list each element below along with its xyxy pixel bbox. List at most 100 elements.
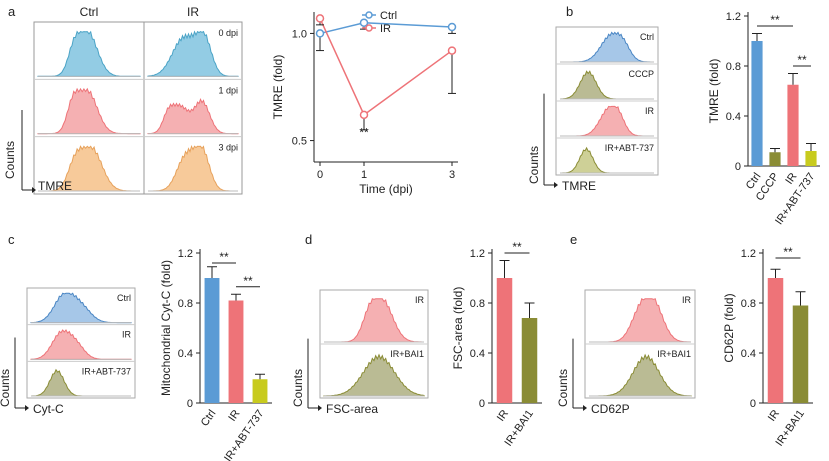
e-hist-0 <box>589 298 692 343</box>
b-xlabel: TMRE <box>562 179 596 193</box>
a-hist-ctrl-1 <box>37 87 141 135</box>
d-hist-1 <box>323 353 425 397</box>
a-counts-label: Counts <box>3 141 17 179</box>
b-hist-label-3: IR+ABT-737 <box>605 143 654 153</box>
c-hist-1 <box>30 329 132 360</box>
b-hist-label-0: Ctrl <box>640 32 654 42</box>
d-ytick-label-1: 0.4 <box>470 348 485 360</box>
a-col-label-0: Ctrl <box>80 5 99 19</box>
d-x-arrowhead <box>318 405 322 411</box>
c-hist-frame <box>26 287 136 399</box>
c-ytick-label-0: 0 <box>187 398 193 410</box>
a-hist-frame <box>33 21 243 195</box>
a-line-xlabel: Time (dpi) <box>359 182 413 196</box>
c-ytick-label-3: 1.2 <box>178 248 193 260</box>
a-legend-marker-0 <box>365 11 373 19</box>
b-ytick-label-1: 0.4 <box>726 111 741 123</box>
d-hist-0 <box>324 298 424 343</box>
a-line-point-0-0 <box>315 29 325 38</box>
c-bar-2 <box>252 379 268 403</box>
a-hist-ir-1 <box>147 97 239 135</box>
a-hist-row-label-0: 0 dpi <box>218 28 238 38</box>
e-ytick-label-0: 0 <box>750 398 756 410</box>
a-line-point-1-1 <box>359 110 369 120</box>
a-legend-label-0: Ctrl <box>380 10 397 22</box>
e-xlabel: CD62P <box>591 402 630 416</box>
b-ytick-label-2: 0.8 <box>726 61 741 73</box>
b-bar-0 <box>751 41 763 166</box>
a-line-sig: ** <box>359 125 369 139</box>
a-line-ytick-label-1: 1.0 <box>292 28 307 40</box>
a-line-xtick-label-1: 1 <box>361 169 367 181</box>
e-hist-label-1: IR+BAI1 <box>657 349 691 359</box>
a-line-ytick-label-0: 0.5 <box>292 136 307 148</box>
e-ytick-label-1: 0.4 <box>741 348 756 360</box>
a-line-xtick-label-2: 3 <box>449 169 455 181</box>
a-line-point-0-2 <box>447 22 457 32</box>
b-x-arrowhead <box>554 182 558 188</box>
c-counts-label: Counts <box>0 369 12 407</box>
b-bar-2 <box>787 84 799 166</box>
d-cat-label-0: IR <box>495 408 511 424</box>
d-ytick-label-2: 0.8 <box>470 298 485 310</box>
b-sig-text-0: ** <box>770 13 780 27</box>
b-hist-2 <box>560 105 654 137</box>
a-line-ylabel: TMRE (fold) <box>271 55 285 120</box>
b-bar-1 <box>769 152 781 166</box>
c-hist-label-0: Ctrl <box>117 293 131 303</box>
e-ytick-label-3: 1.2 <box>741 248 756 260</box>
b-ytick-label-0: 0 <box>735 161 741 173</box>
a-xlabel: TMRE <box>38 179 72 193</box>
a-line-point-1-0 <box>315 14 325 23</box>
c-hist-0 <box>30 292 132 324</box>
d-hist-label-0: IR <box>415 295 425 305</box>
c-ytick-label-2: 0.8 <box>178 298 193 310</box>
e-bar-1 <box>792 305 809 403</box>
c-hist-label-2: IR+ABT-737 <box>82 366 131 376</box>
a-hist-ir-2 <box>148 145 238 192</box>
e-cat-label-0: IR <box>766 408 782 424</box>
a-line-xtick-label-0: 0 <box>317 169 323 181</box>
d-sig-text-0: ** <box>512 240 522 254</box>
b-hist-label-2: IR <box>645 106 655 116</box>
a-x-arrowhead <box>32 187 36 193</box>
c-ylabel: Mitochondrial Cyt-C (fold) <box>159 260 173 396</box>
panel-d-letter: d <box>305 232 312 247</box>
b-bar-3 <box>805 151 817 166</box>
c-sig-text-1: ** <box>243 274 253 288</box>
d-ylabel: FSC-area (fold) <box>451 287 465 370</box>
b-ylabel: TMRE (fold) <box>707 59 721 124</box>
a-line-point-1-2 <box>447 46 457 55</box>
e-hist-label-0: IR <box>682 295 692 305</box>
panel-a-letter: a <box>8 4 16 19</box>
b-sig-text-1: ** <box>797 53 807 67</box>
panel-c-letter: c <box>8 232 15 247</box>
c-bar-1 <box>228 300 244 403</box>
a-hist-row-label-1: 1 dpi <box>218 85 238 95</box>
d-hist-label-1: IR+BAI1 <box>390 349 424 359</box>
b-counts-label: Counts <box>527 146 541 184</box>
c-sig-text-0: ** <box>219 250 229 264</box>
a-legend-label-1: IR <box>380 23 391 35</box>
c-hist-label-1: IR <box>122 330 132 340</box>
d-bar-0 <box>496 278 513 403</box>
e-ylabel: CD62P (fold) <box>722 293 736 362</box>
c-xlabel: Cyt-C <box>33 402 64 416</box>
a-hist-row-label-2: 3 dpi <box>218 143 238 153</box>
a-line-point-0-1 <box>359 18 369 27</box>
c-cat-label-1: IR <box>226 408 242 424</box>
d-xlabel: FSC-area <box>326 402 378 416</box>
d-bar-1 <box>521 318 538 403</box>
d-ytick-label-3: 1.2 <box>470 248 485 260</box>
a-hist-ctrl-0 <box>37 30 141 77</box>
e-x-arrowhead <box>583 405 587 411</box>
b-ytick-label-3: 1.2 <box>726 11 741 23</box>
c-cat-label-0: Ctrl <box>199 408 219 429</box>
panel-e-letter: e <box>570 232 577 247</box>
panel-b-letter: b <box>566 4 573 19</box>
c-bar-0 <box>204 278 220 403</box>
e-ytick-label-2: 0.8 <box>741 298 756 310</box>
a-legend-marker-1 <box>365 24 373 32</box>
c-ytick-label-1: 0.4 <box>178 348 193 360</box>
